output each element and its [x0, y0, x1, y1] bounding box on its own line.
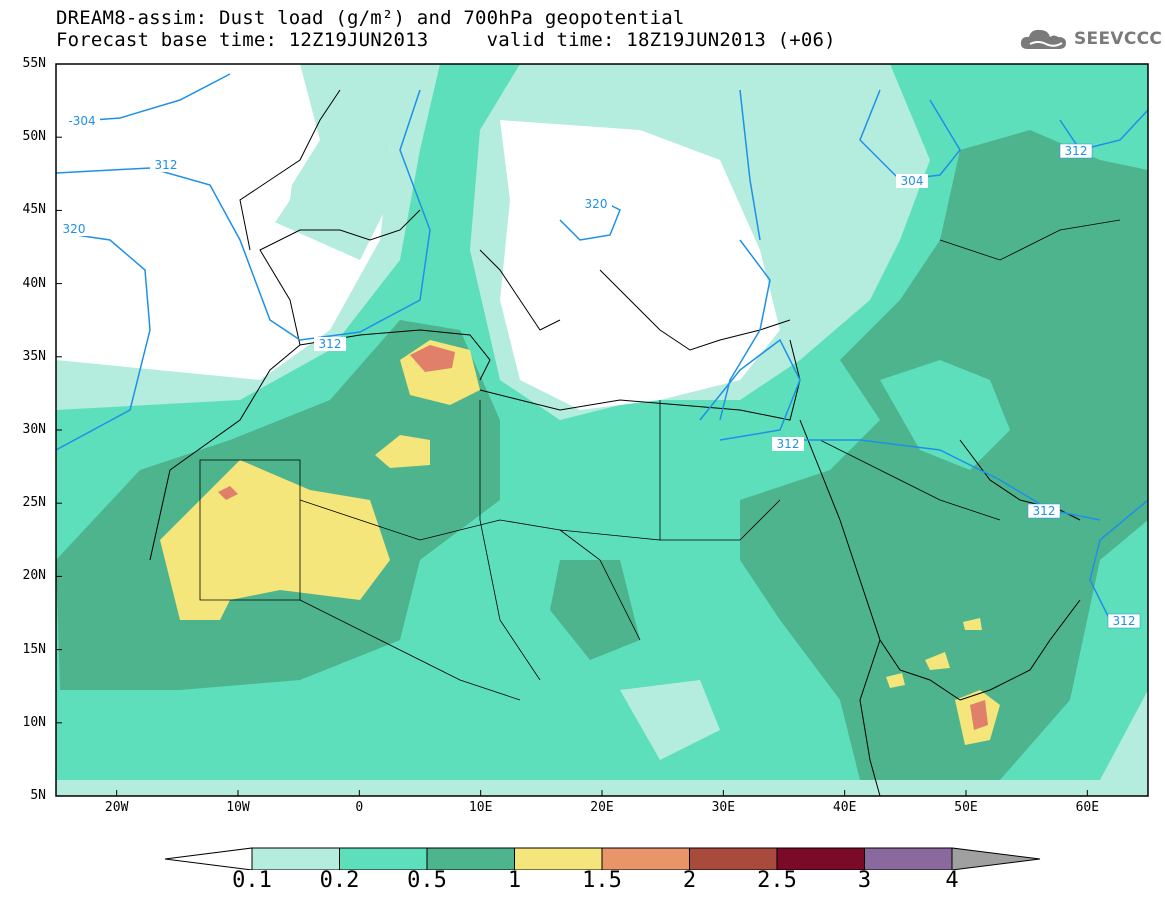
colorbar-arrow-left: [164, 847, 253, 870]
lat-tick-label: 5N: [30, 788, 46, 803]
cloud-icon: [1020, 29, 1066, 49]
dust-field: -304 312 320 312 320 304 312 312 312 312: [56, 64, 1148, 796]
colorbar-label: 3: [857, 868, 872, 893]
dust-region-orange: [970, 700, 988, 730]
dust-region-orange: [410, 345, 455, 372]
lat-tick-label: 40N: [22, 275, 46, 291]
colorbar-label: 2.5: [757, 868, 797, 893]
colorbar-label: 0.5: [407, 868, 447, 893]
contour-label: 312: [1033, 504, 1056, 518]
clear-region: [620, 680, 720, 760]
colorbar: [164, 847, 1041, 870]
colorbar-box: [864, 847, 953, 870]
contour-labels: -304 312 320 312 320 304 312 312 312 312: [56, 114, 1141, 629]
chart-title: DREAM8-assim: Dust load (g/m²) and 700hP…: [56, 7, 685, 29]
colorbar-label: 1.5: [582, 868, 622, 893]
colorbar-box: [514, 847, 603, 870]
colorbar-box: [776, 847, 865, 870]
dust-region-orange: [218, 486, 238, 500]
dust-region-yellow: [160, 460, 390, 620]
contour-label: 312: [1065, 144, 1088, 158]
lon-tick-label: 20E: [590, 800, 614, 815]
lat-tick-label: 15N: [22, 641, 46, 657]
colorbar-arrow-right: [951, 847, 1041, 870]
lon-tick-label: 10W: [226, 800, 250, 815]
dust-region-yellow: [963, 618, 982, 630]
lat-tick-label: 50N: [22, 129, 46, 145]
colorbar-box: [339, 847, 428, 870]
lon-tick-label: 0: [355, 800, 364, 815]
clear-region: [56, 64, 300, 350]
lon-tick-label: 10E: [468, 800, 493, 815]
seevccc-logo: SEEVCCC: [1018, 24, 1162, 54]
lat-tick-label: 35N: [22, 348, 46, 364]
dust-region-mid: [520, 64, 720, 120]
dust-region-high: [550, 560, 640, 660]
colorbar-label: 2: [682, 868, 697, 893]
contour-label: 312: [777, 437, 800, 451]
contour-label: -304: [68, 114, 95, 128]
contour-label: 320: [63, 222, 86, 236]
contour-label: 312: [1113, 614, 1136, 628]
lon-tick-label: 60E: [1075, 800, 1100, 815]
dust-region-yellow: [925, 652, 950, 670]
colorbar-box: [251, 847, 340, 870]
lat-tick-label: 25N: [22, 495, 46, 511]
colorbar-box: [689, 847, 778, 870]
dust-region-low: [270, 64, 400, 260]
lat-tick-label: 30N: [22, 422, 46, 437]
contour-label: 312: [155, 158, 178, 172]
chart-subtitle: Forecast base time: 12Z19JUN2013 valid t…: [56, 29, 836, 51]
colorbar-label: 0.2: [319, 868, 360, 893]
country-borders: [199, 219, 1121, 701]
axis-ticks: [56, 63, 1088, 797]
dust-region-yellow: [375, 435, 430, 468]
lat-tick-label: 10N: [22, 714, 46, 730]
dust-region-yellow: [886, 673, 905, 688]
geopotential-contours: [56, 73, 1148, 621]
colorbar-label: 4: [945, 868, 959, 893]
colorbar-label: 1: [507, 868, 522, 893]
clear-region: [500, 120, 780, 410]
contour-label: 320: [585, 197, 608, 211]
colorbar-label: 0.1: [232, 868, 272, 893]
lon-tick-label: 20W: [104, 800, 129, 815]
lon-tick-label: 50E: [954, 800, 978, 815]
lon-tick-label: 40E: [832, 800, 857, 815]
dust-region-mid: [880, 360, 1010, 470]
lat-tick-label: 20N: [22, 568, 46, 584]
logo-text: SEEVCCC: [1074, 29, 1163, 49]
lat-tick-label: 55N: [22, 56, 46, 71]
contour-label: 304: [901, 174, 924, 188]
lon-tick-label: 30E: [711, 800, 736, 815]
colorbar-box: [426, 847, 515, 870]
contour-label: 312: [319, 337, 342, 351]
lat-tick-label: 45N: [22, 202, 46, 218]
colorbar-box: [601, 847, 690, 870]
